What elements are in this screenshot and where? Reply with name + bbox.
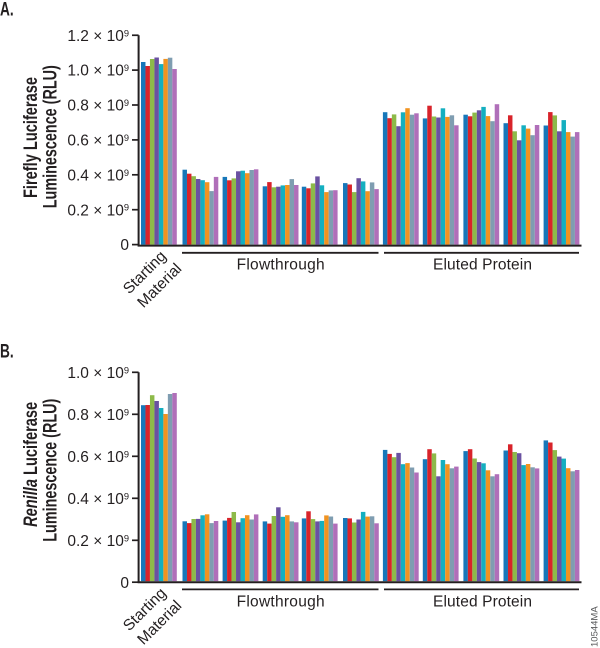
svg-text:0.4 × 109: 0.4 × 109 bbox=[67, 491, 129, 508]
svg-text:B.: B. bbox=[0, 340, 14, 362]
svg-text:Flowthrough: Flowthrough bbox=[237, 256, 325, 273]
svg-text:Flowthrough: Flowthrough bbox=[237, 593, 325, 610]
svg-text:Luminescence (RLU): Luminescence (RLU) bbox=[38, 65, 61, 208]
svg-text:Eluted Protein: Eluted Protein bbox=[433, 256, 532, 273]
svg-text:0: 0 bbox=[120, 575, 129, 592]
svg-text:0: 0 bbox=[120, 237, 129, 254]
svg-text:Firefly Luciferase: Firefly Luciferase bbox=[19, 77, 42, 198]
svg-text:10544MA: 10544MA bbox=[590, 606, 600, 647]
svg-text:0.6 × 109: 0.6 × 109 bbox=[67, 133, 129, 150]
svg-text:A.: A. bbox=[0, 0, 14, 20]
svg-text:Eluted Protein: Eluted Protein bbox=[433, 593, 532, 610]
svg-text:0.6 × 109: 0.6 × 109 bbox=[67, 449, 129, 466]
svg-text:0.4 × 109: 0.4 × 109 bbox=[67, 167, 129, 184]
svg-text:Luminescence (RLU): Luminescence (RLU) bbox=[38, 399, 61, 542]
svg-text:1.0 × 109: 1.0 × 109 bbox=[67, 365, 129, 382]
svg-text:0.8 × 109: 0.8 × 109 bbox=[67, 407, 129, 424]
svg-text:0.2 × 109: 0.2 × 109 bbox=[67, 202, 129, 219]
svg-text:0.2 × 109: 0.2 × 109 bbox=[67, 533, 129, 550]
svg-text:1.2 × 109: 1.2 × 109 bbox=[67, 28, 129, 45]
svg-text:0.8 × 109: 0.8 × 109 bbox=[67, 98, 129, 115]
svg-text:1.0 × 109: 1.0 × 109 bbox=[67, 63, 129, 80]
svg-text:Renilla Luciferase: Renilla Luciferase bbox=[19, 402, 42, 527]
